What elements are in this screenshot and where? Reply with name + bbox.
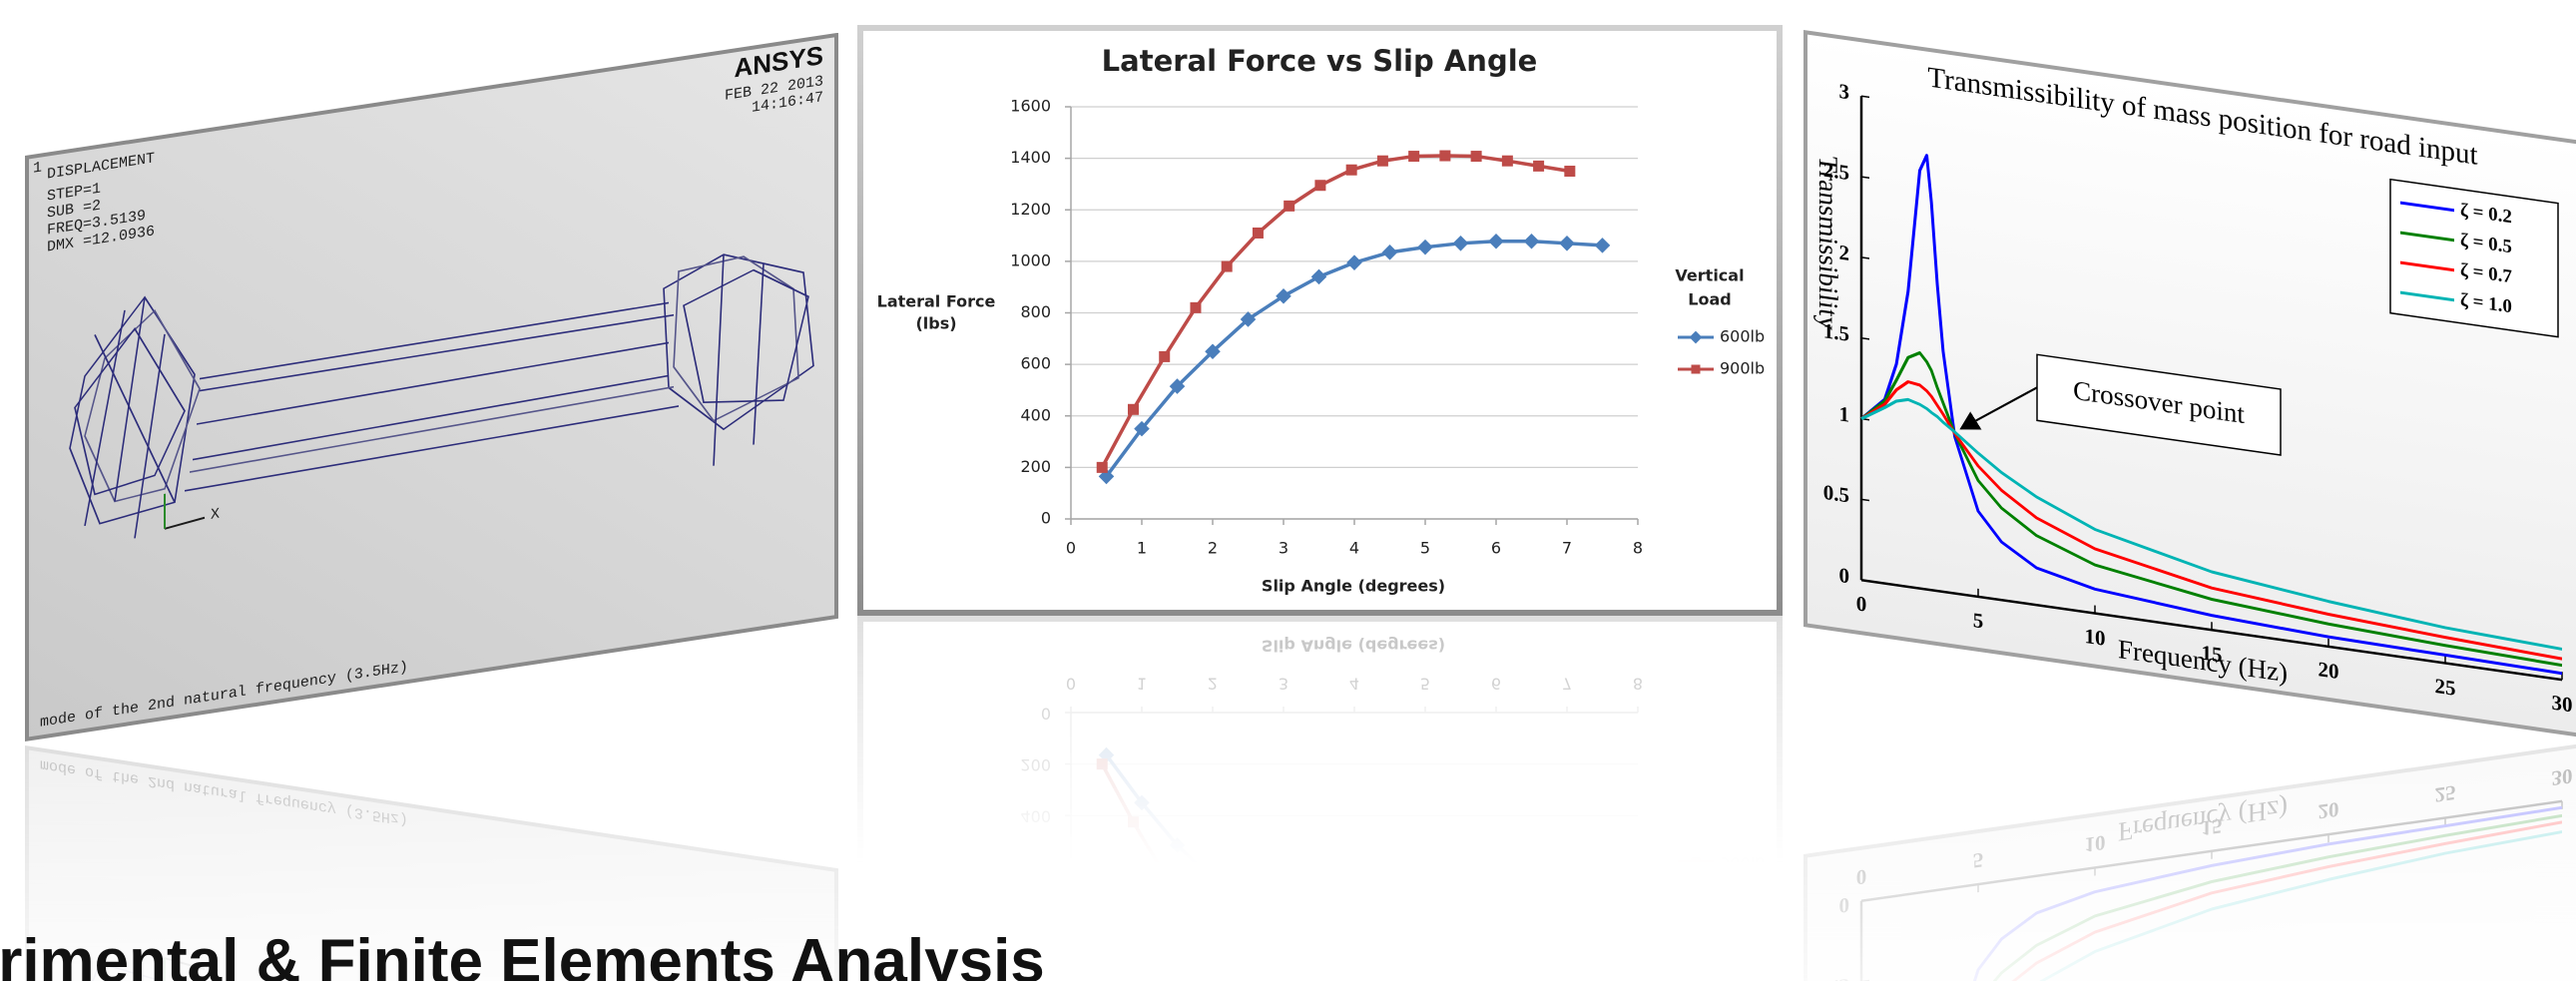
axis-label: X	[211, 505, 220, 524]
x-tick-label: 1	[1137, 539, 1147, 558]
data-point	[1097, 462, 1108, 473]
y-axis-label: (lbs)	[915, 314, 956, 333]
fea-panel: 1 DISPLACEMENT STEP=1 SUB =2 FREQ=3.5139…	[25, 33, 838, 743]
chart-title: Lateral Force vs Slip Angle	[1102, 44, 1538, 78]
x-tick-label: 2	[1208, 539, 1218, 558]
chart-panel: Lateral Force vs Slip Angle Slip Angle (…	[857, 25, 1783, 616]
legend-label: 900lb	[1720, 359, 1765, 378]
y-tick-label: 400	[1020, 405, 1051, 424]
data-point	[1471, 151, 1482, 162]
chart-frame	[860, 28, 1780, 613]
data-point	[1253, 228, 1264, 239]
slide: 1 DISPLACEMENT STEP=1 SUB =2 FREQ=3.5139…	[0, 0, 2576, 981]
y-tick-label: 0	[1839, 563, 1849, 588]
y-tick-label: 1000	[1010, 250, 1051, 269]
x-tick-label: 0	[1856, 591, 1866, 616]
fea-view: 1 DISPLACEMENT STEP=1 SUB =2 FREQ=3.5139…	[25, 33, 838, 743]
x-tick-label: 0	[1066, 539, 1076, 558]
data-point	[1314, 180, 1325, 191]
data-point	[1408, 151, 1419, 162]
y-tick-label: 1600	[1010, 97, 1051, 116]
x-tick-label: 20	[2318, 657, 2339, 684]
x-tick-label: 6	[1491, 539, 1501, 558]
data-point	[1346, 165, 1357, 176]
data-point	[1284, 201, 1294, 212]
legend-label: 600lb	[1720, 327, 1765, 346]
x-axis-label: Slip Angle (degrees)	[1262, 577, 1445, 596]
chart: Transmissibility of mass position for ro…	[1803, 30, 2576, 740]
chart-panel: Transmissibility of mass position for ro…	[1803, 30, 2576, 740]
data-point	[1159, 351, 1170, 362]
x-tick-label: 8	[1633, 539, 1643, 558]
slide-caption: Experimental & Finite Elements Analysis	[0, 926, 1045, 981]
data-point	[1128, 404, 1139, 415]
legend-title: Vertical	[1675, 266, 1744, 285]
y-tick-label: 0	[1041, 509, 1051, 528]
y-tick-label: 800	[1020, 302, 1051, 321]
y-tick-label: 600	[1020, 354, 1051, 373]
y-tick-label: 0.5	[1823, 480, 1849, 508]
data-point	[1502, 156, 1513, 167]
x-tick-label: 3	[1279, 539, 1288, 558]
y-tick-label: 2	[1839, 241, 1849, 265]
data-point	[1190, 302, 1201, 313]
legend-marker	[1692, 365, 1701, 374]
y-tick-label: 3	[1839, 79, 1849, 104]
fea-background	[27, 35, 836, 739]
data-point	[1564, 166, 1575, 177]
data-point	[1439, 151, 1450, 162]
data-point	[1533, 161, 1544, 172]
x-tick-label: 5	[1973, 608, 1983, 633]
x-tick-label: 7	[1562, 539, 1572, 558]
y-tick-label: 2.5	[1823, 158, 1849, 186]
node-label: 1	[33, 158, 42, 177]
y-tick-label: 1.5	[1823, 318, 1849, 346]
y-tick-label: 1	[1839, 401, 1849, 426]
y-axis-label: Lateral Force	[877, 292, 996, 311]
legend-title: Load	[1688, 290, 1731, 309]
x-tick-label: 30	[2552, 691, 2573, 718]
y-tick-label: 200	[1020, 457, 1051, 476]
x-tick-label: 25	[2435, 674, 2456, 701]
x-tick-label: 15	[2202, 641, 2223, 668]
y-tick-label: 1200	[1010, 200, 1051, 219]
data-point	[1377, 156, 1388, 167]
chart: Lateral Force vs Slip Angle Slip Angle (…	[857, 25, 1783, 616]
x-tick-label: 5	[1420, 539, 1430, 558]
x-tick-label: 10	[2085, 624, 2106, 651]
data-point	[1222, 261, 1233, 272]
x-tick-label: 4	[1349, 539, 1359, 558]
y-tick-label: 1400	[1010, 148, 1051, 167]
